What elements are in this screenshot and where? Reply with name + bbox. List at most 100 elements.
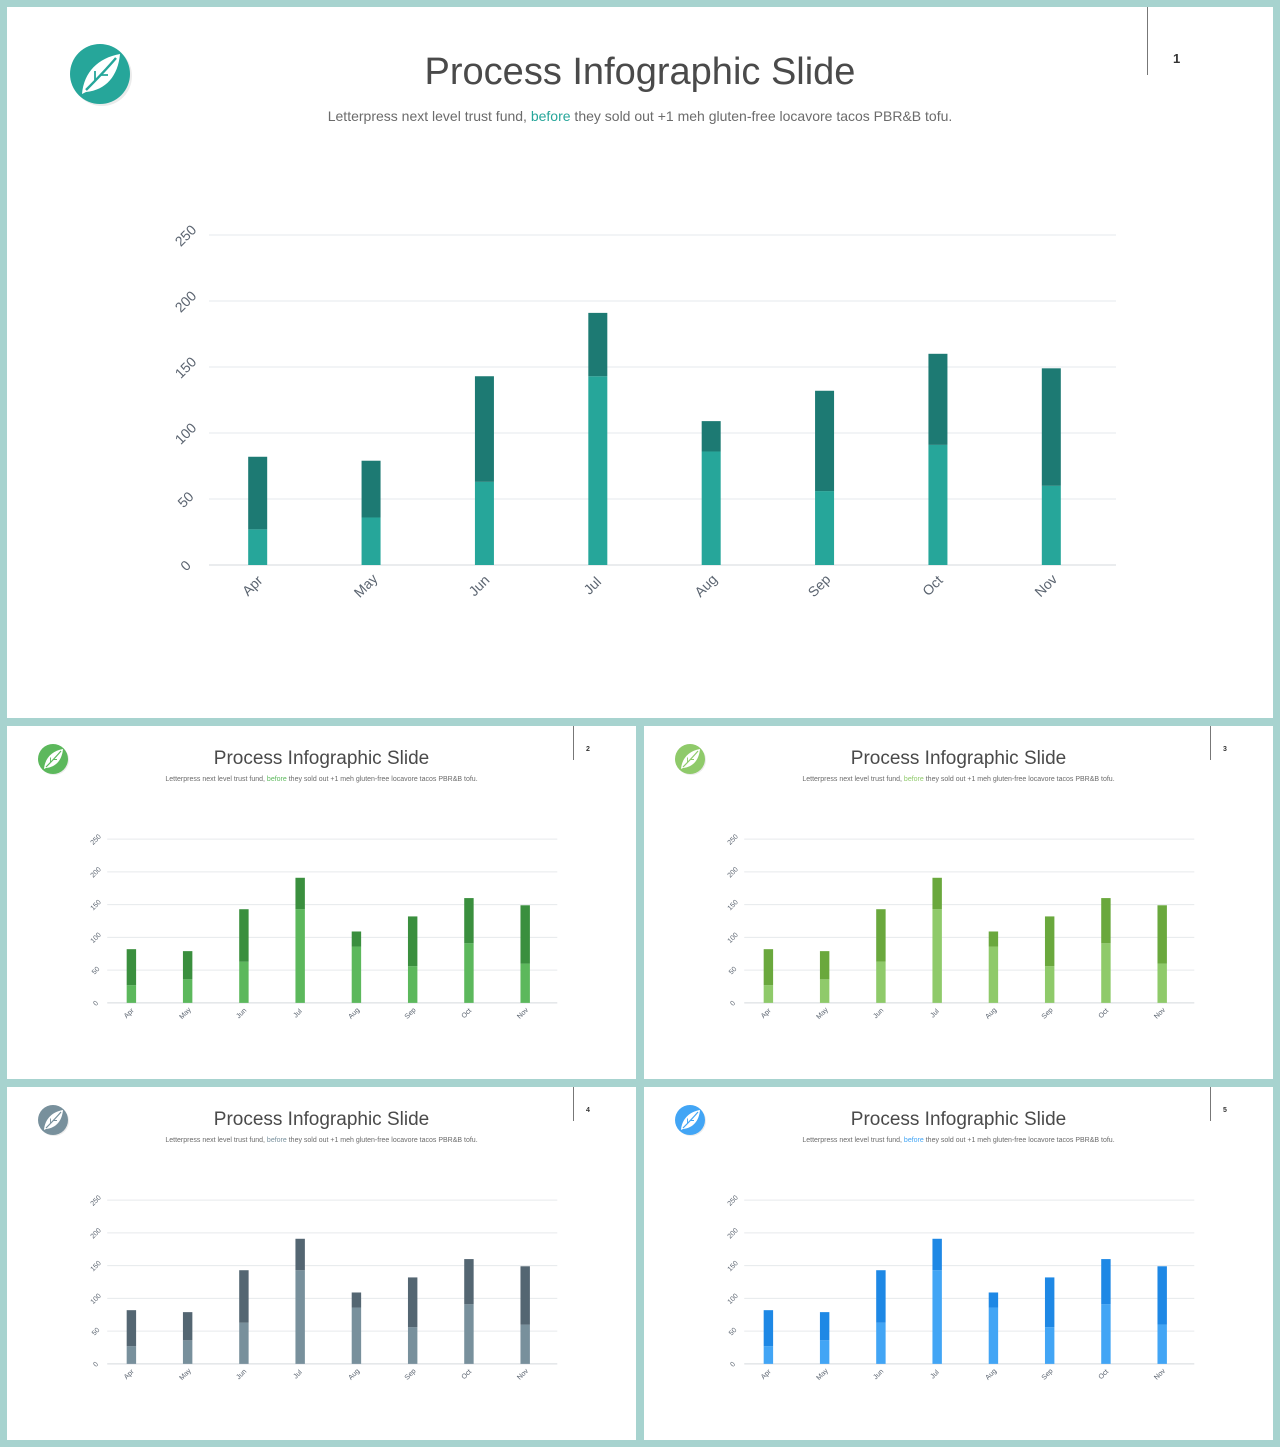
slide-subtitle: Letterpress next level trust fund, befor… [7,108,1273,124]
bar-segment-upper [126,949,137,986]
x-tick-label: Jul [580,573,604,597]
x-tick-label: Aug [984,1368,998,1382]
bar-segment-lower [1157,963,1167,1003]
subtitle-highlight: before [266,1137,287,1144]
logo-leaf-icon [37,1104,70,1137]
bar-segment-lower [1044,966,1055,1003]
x-tick-label: Sep [1041,1368,1055,1382]
bar-segment-lower [588,376,608,565]
bar-segment-upper [295,877,305,910]
subtitle-text: Letterpress next level trust fund, [802,776,904,783]
bar-segment-lower [474,481,494,565]
y-tick-label: 150 [90,899,103,912]
y-tick-label: 0 [92,1361,100,1369]
subtitle-highlight: before [903,776,924,783]
bar-segment-lower [239,1322,249,1364]
y-tick-label: 200 [727,866,740,879]
bar-segment-lower [464,1304,474,1364]
x-tick-label: Oct [461,1007,474,1020]
bar-segment-lower [126,985,137,1003]
subtitle-text-end: they sold out +1 meh gluten-free locavor… [286,776,478,783]
bar-segment-lower [520,1324,530,1364]
x-tick-label: Apr [760,1368,773,1381]
x-tick-label: Apr [123,1368,136,1381]
bar-segment-lower [819,1340,830,1364]
x-tick-label: Aug [347,1368,361,1382]
slide-2: 2 Process Infographic Slide Letterpress … [7,726,636,1079]
x-tick-label: Oct [1098,1007,1111,1020]
page-divider [1210,1087,1211,1121]
y-tick-label: 0 [729,1000,737,1008]
logo-leaf-icon [37,743,70,776]
x-tick-label: May [178,1006,193,1021]
slide-1: 1 Process Infographic Slide Letterpress … [7,7,1273,718]
leaf-vein-small [687,757,694,763]
bar-segment-upper [763,1310,774,1347]
x-tick-label: Jun [235,1368,248,1381]
leaf-vein-small [687,1118,694,1124]
bar-segment-lower [182,979,193,1003]
bar-segment-upper [1157,1266,1167,1325]
y-tick-label: 250 [90,833,103,846]
x-tick-label: May [815,1006,830,1021]
logo-leaf-icon [674,1104,707,1137]
y-tick-label: 250 [172,221,200,249]
slide-title: Process Infographic Slide [213,1109,430,1130]
bar-segment-upper [520,905,530,964]
subtitle-text: Letterpress next level trust fund, [165,1137,267,1144]
bar-segment-lower [239,961,249,1003]
x-tick-label: Apr [760,1007,773,1020]
leaf-vein [85,57,117,91]
y-tick-label: 250 [90,1194,103,1207]
y-tick-label: 200 [90,1227,103,1240]
x-tick-label: Apr [239,572,266,599]
x-tick-label: Nov [516,1006,530,1020]
bar-segment-upper [1101,898,1111,944]
x-tick-label: Sep [805,571,834,600]
x-tick-label: Jun [235,1007,248,1020]
bar-segment-upper [248,456,268,530]
bar-segment-lower [1044,1327,1055,1364]
y-tick-label: 100 [727,1293,740,1306]
y-tick-label: 100 [727,932,740,945]
bar-segment-upper [182,951,193,980]
x-tick-label: Jun [872,1007,885,1020]
bar-segment-upper [1157,905,1167,964]
x-tick-label: Nov [516,1367,530,1381]
x-tick-label: Jun [465,572,492,599]
bar-segment-lower [928,444,948,565]
y-tick-label: 50 [91,1327,102,1338]
slide-3: 3 Process Infographic Slide Letterpress … [644,726,1273,1079]
bar-segment-upper [815,390,835,492]
bar-segment-lower [361,517,381,565]
bar-segment-lower [295,1270,305,1364]
bar-segment-lower [988,946,999,1003]
slide-title: Process Infographic Slide [850,1109,1067,1130]
x-tick-label: Oct [1098,1368,1111,1381]
page-number: 4 [586,1107,590,1114]
x-tick-label: Aug [691,571,720,600]
leaf-icon [38,1105,69,1136]
stacked-bar-chart: 0 50 100 150 200 250 Apr May Jun Jul Aug Sep Oct Nov [172,221,1116,600]
bar-segment-upper [295,1238,305,1271]
x-tick-label: Nov [1031,571,1060,600]
bar-segment-lower [763,985,774,1003]
bar-segment-lower [1157,1324,1167,1364]
leaf-vein [682,750,699,768]
subtitle-text: Letterpress next level trust fund, [327,108,531,124]
slide-title: Process Infographic Slide [850,748,1067,769]
subtitle-text: Letterpress next level trust fund, [802,1137,904,1144]
bar-segment-upper [182,1312,193,1341]
y-tick-label: 200 [727,1227,740,1240]
bar-segment-lower [763,1346,774,1364]
bar-segment-lower [932,1270,942,1364]
bar-segment-lower [876,1322,886,1364]
x-tick-label: Sep [1041,1007,1055,1021]
x-tick-label: Jul [929,1369,941,1381]
y-tick-label: 150 [727,899,740,912]
leaf-vein [45,1111,62,1129]
leaf-icon [70,44,132,106]
page-divider [573,726,574,760]
y-tick-label: 100 [90,932,103,945]
x-tick-label: Aug [347,1007,361,1021]
